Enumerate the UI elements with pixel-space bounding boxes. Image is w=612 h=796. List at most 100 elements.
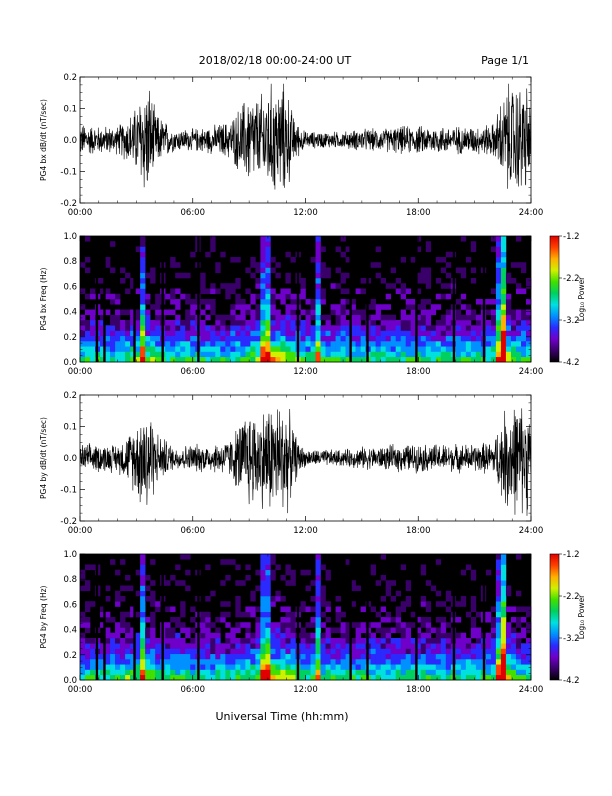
spectrogram-cell [360, 664, 366, 670]
spectrogram-cell [425, 330, 432, 337]
spectrogram-cell [370, 569, 376, 576]
spectrogram-cell [140, 559, 146, 565]
spectrogram-cell [140, 606, 146, 613]
spectrogram-cell [250, 611, 256, 618]
spectrogram-cell [465, 674, 472, 681]
spectrogram-cell [435, 638, 442, 644]
spectrogram-cell [190, 606, 196, 613]
spectrogram-cell [370, 330, 376, 337]
spectrogram-cell [340, 299, 346, 305]
spectrogram-cell [280, 669, 286, 676]
spectrogram-cell [260, 267, 266, 274]
spectrogram-cell [500, 320, 507, 326]
spectrogram-cell [170, 330, 176, 337]
spectrogram-cell [130, 653, 136, 660]
spectrogram-cell [420, 314, 427, 321]
spectrogram-cell [405, 601, 412, 607]
spectrogram-cell [85, 627, 91, 634]
spectrogram-cell [470, 653, 477, 660]
spectrogram-cell [395, 288, 402, 295]
spectrogram-cell [200, 627, 206, 634]
spectrogram-cell [505, 643, 512, 649]
spectrogram-cell [445, 330, 452, 337]
spectrogram-cell [460, 569, 467, 576]
spectrogram-cell [520, 341, 527, 347]
y-axis-label: PG4 by Freq (Hz) [39, 585, 48, 648]
spectrogram-cell [120, 585, 126, 592]
spectrogram-cell [165, 356, 171, 363]
spectrogram-cell [340, 664, 346, 670]
spectrogram-cell [495, 611, 502, 618]
spectrogram-cell [230, 351, 236, 358]
spectrogram-cell [85, 674, 91, 681]
spectrogram-cell [265, 585, 271, 592]
spectrogram-cell [275, 293, 281, 300]
spectrogram-cell [520, 356, 527, 363]
spectrogram-cell [310, 351, 316, 358]
spectrogram-cell [140, 648, 146, 655]
spectrogram-cell [420, 664, 427, 670]
spectrogram-cell [285, 341, 291, 347]
spectrogram-cell [410, 638, 417, 644]
spectrogram-cell [155, 346, 161, 352]
spectrogram-cell [190, 304, 196, 310]
data-gap-stripe [95, 236, 99, 362]
spectrogram-cell [430, 330, 437, 337]
spectrogram-cell [500, 267, 507, 274]
spectrogram-cell [230, 283, 236, 289]
spectrogram-cell [435, 664, 442, 670]
spectrogram-cell [235, 638, 241, 644]
spectrogram-cell [140, 622, 146, 628]
spectrogram-cell [330, 356, 336, 363]
spectrogram-cell [210, 590, 216, 597]
spectrogram-cell [465, 330, 472, 337]
spectrogram-cell [130, 638, 136, 644]
spectrogram-cell [225, 659, 231, 665]
spectrogram-cell [360, 330, 366, 337]
spectrogram-cell [490, 236, 497, 242]
spectrogram-cell [110, 346, 116, 352]
spectrogram-cell [205, 664, 211, 670]
spectrogram-cell [370, 356, 376, 363]
spectrogram-cell [510, 262, 517, 268]
spectrogram-cell [270, 638, 276, 644]
spectrogram-cell [500, 257, 507, 263]
spectrogram-cell [360, 638, 366, 644]
spectrogram-cell [385, 653, 391, 660]
spectrogram-cell [350, 335, 356, 342]
spectrogram-cell [315, 346, 321, 352]
spectrogram-cell [355, 664, 361, 670]
spectrogram-cell [80, 664, 86, 670]
spectrogram-cell [130, 309, 136, 316]
spectrogram-cell [435, 653, 442, 660]
spectrogram-cell [220, 643, 226, 649]
spectrogram-cell [220, 648, 226, 655]
spectrogram-cell [350, 325, 356, 331]
spectrogram-cell [380, 314, 386, 321]
spectrogram-cell [205, 351, 211, 358]
spectrogram-cell [360, 346, 366, 352]
spectrogram-cell [405, 288, 412, 295]
spectrogram-cell [170, 606, 176, 613]
spectrogram-cell [125, 272, 131, 279]
spectrogram-cell [200, 669, 206, 676]
spectrogram-cell [455, 664, 462, 670]
spectrogram-cell [360, 622, 366, 628]
spectrogram-cell [495, 596, 502, 602]
spectrogram-cell [470, 569, 477, 576]
spectrogram-cell [375, 638, 381, 644]
spectrogram-cell [220, 559, 226, 565]
spectrogram-cell [340, 659, 346, 665]
spectrogram-cell [425, 653, 432, 660]
spectrogram-cell [315, 356, 321, 363]
spectrogram-cell [425, 638, 432, 644]
spectrogram-cell [320, 611, 326, 618]
spectrogram-cell [355, 659, 361, 665]
spectrogram-cell [240, 314, 246, 321]
spectrogram-cell [370, 351, 376, 358]
spectrogram-cell [150, 664, 156, 670]
spectrogram-cell [460, 304, 467, 310]
spectrogram-cell [235, 643, 241, 649]
spectrogram-cell [120, 627, 126, 634]
spectrogram-cell [445, 309, 452, 316]
